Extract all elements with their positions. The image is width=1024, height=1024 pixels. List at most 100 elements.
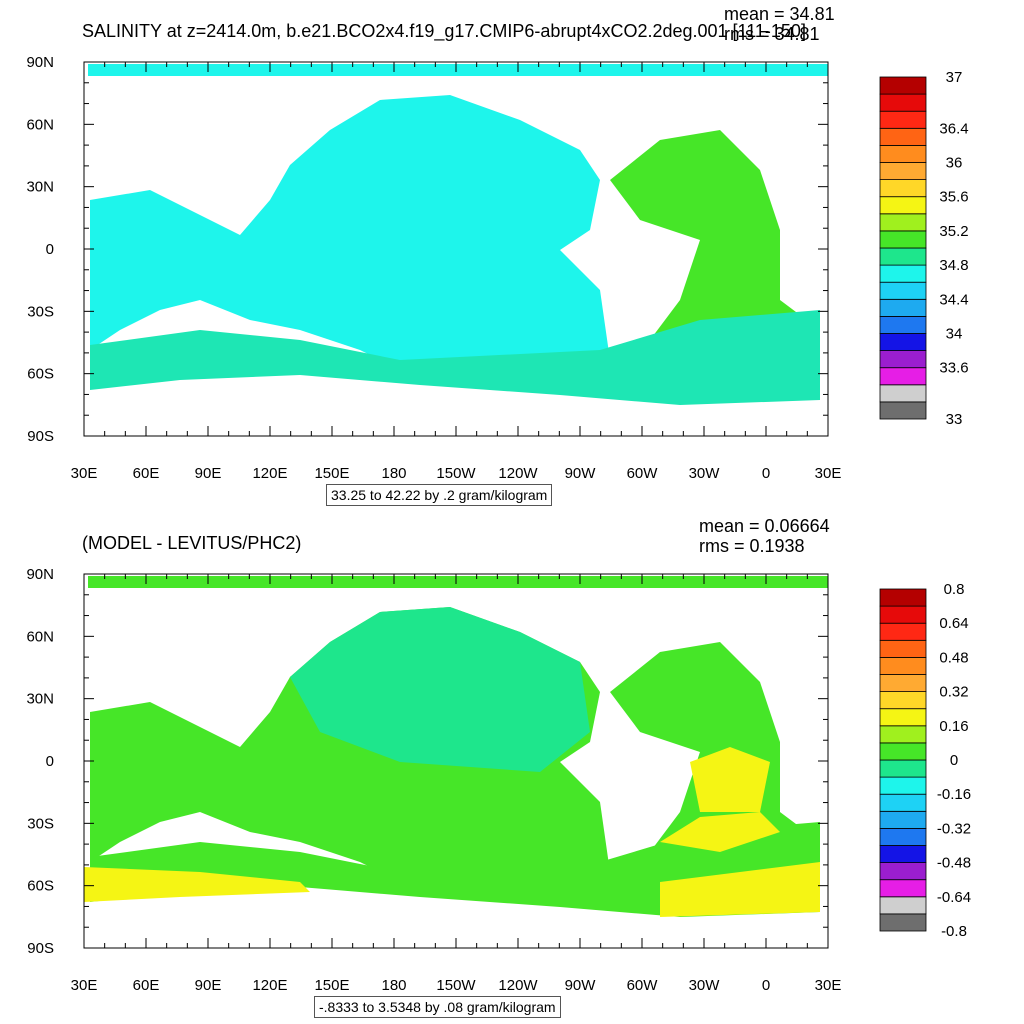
colorbar-swatch: [879, 76, 927, 95]
x-tick-label: 0: [762, 977, 770, 994]
chart-title: SALINITY at z=2414.0m, b.e21.BCO2x4.f19_…: [82, 21, 806, 41]
colorbar-label: -0.48: [937, 855, 971, 872]
ocean-field-west: [90, 95, 610, 420]
colorbar-swatch: [879, 298, 927, 317]
colorbar-label: 36.4: [939, 120, 968, 137]
x-tick-label: 150W: [436, 465, 476, 482]
y-tick-label: 30S: [27, 303, 54, 320]
colorbar-swatch: [879, 827, 927, 846]
colorbar-swatch: [879, 708, 927, 727]
ocean-field-positive-anomaly: [84, 747, 820, 917]
colorbar-swatch: [879, 384, 927, 403]
x-tick-label: 30E: [815, 977, 842, 994]
x-tick-label: 30E: [71, 977, 98, 994]
y-tick-label: 30N: [26, 179, 54, 196]
x-tick-label: 150E: [314, 977, 349, 994]
colorbar-swatch: [879, 127, 927, 146]
colorbar-swatch: [879, 605, 927, 624]
x-tick-label: 60W: [627, 465, 659, 482]
colorbar-swatch: [879, 315, 927, 334]
colorbar-swatch: [879, 213, 927, 232]
x-tick-label: 90W: [565, 977, 597, 994]
y-tick-label: 60S: [27, 366, 54, 383]
y-tick-label: 0: [46, 753, 54, 770]
colorbar-swatch: [879, 845, 927, 864]
y-tick-label: 90N: [26, 54, 54, 71]
difference-map: 30E 60E 90E 120E 150E 180 150W 120W 90W 60W 30W 0 30…: [26, 566, 971, 994]
colorbar-swatch: [879, 350, 927, 369]
mean-label: mean = 34.81: [724, 4, 835, 24]
colorbar-swatch: [879, 879, 927, 898]
colorbar-label: 34.4: [939, 291, 968, 308]
salinity-map: 30E 60E 90E 120E 150E 180 150W 120W 90W 60W 30W 0 30…: [26, 54, 968, 482]
colorbar-swatch: [879, 179, 927, 198]
y-tick-label: 60N: [26, 116, 54, 133]
colorbar-swatch: [879, 281, 927, 300]
mean-label: mean = 0.06664: [699, 516, 830, 536]
x-tick-label: 120W: [498, 977, 538, 994]
salinity-panel: SALINITY at z=2414.0m, b.e21.BCO2x4.f19_…: [26, 4, 969, 506]
y-tick-label: 0: [46, 241, 54, 258]
colorbar-swatch: [879, 247, 927, 266]
colorbar-swatch: [879, 896, 927, 915]
colorbar-label: 35.6: [939, 189, 968, 206]
ocean-field-arctic: [88, 64, 828, 76]
colorbar-label: 0.64: [939, 615, 968, 632]
colorbar-label: 0.32: [939, 684, 968, 701]
colorbar-label: 35.2: [939, 223, 968, 240]
difference-panel: (MODEL - LEVITUS/PHC2) mean = 0.06664 rm…: [0, 512, 1024, 1024]
x-tick-label: 30W: [689, 977, 721, 994]
colorbar-swatch: [879, 93, 927, 112]
ocean-field-arctic: [88, 576, 828, 588]
rms-label: rms = 0.1938: [699, 536, 805, 556]
colorbar-swatch: [879, 230, 927, 249]
colorbar-swatch: [879, 862, 927, 881]
colorbar-swatch: [879, 162, 927, 181]
x-tick-label: 150E: [314, 465, 349, 482]
colorbar-swatch: [879, 144, 927, 163]
colorbar-swatch: [879, 588, 927, 607]
x-tick-label: 0: [762, 465, 770, 482]
colorbar-swatch: [879, 110, 927, 129]
x-tick-label: 90W: [565, 465, 597, 482]
colorbar-swatch: [879, 725, 927, 744]
colorbar-swatch: [879, 367, 927, 386]
x-tick-label: 150W: [436, 977, 476, 994]
colorbar-label: 33: [946, 411, 963, 428]
ocean-field-north-pacific: [290, 607, 590, 772]
x-tick-label: 60W: [627, 977, 659, 994]
y-tick-label: 30N: [26, 691, 54, 708]
x-tick-label: 90E: [195, 977, 222, 994]
x-tick-label: 30E: [815, 465, 842, 482]
colorbar-swatch: [879, 776, 927, 795]
y-tick-label: 60N: [26, 628, 54, 645]
y-tick-label: 90N: [26, 566, 54, 583]
colorbar-label: -0.16: [937, 786, 971, 803]
x-tick-label: 120E: [252, 465, 287, 482]
colorbar-swatch: [879, 264, 927, 283]
ocean-field-southern: [90, 310, 820, 405]
contour-info-box: -.8333 to 3.5348 by .08 gram/kilogram: [314, 996, 561, 1018]
colorbar-swatch: [879, 691, 927, 710]
colorbar-swatch: [879, 810, 927, 829]
ocean-field-southern: [90, 822, 820, 917]
rms-label: rms = 34.81: [724, 24, 820, 44]
colorbar-label: 33.6: [939, 360, 968, 377]
y-tick-label: 90S: [27, 940, 54, 957]
colorbar-label: -0.32: [937, 820, 971, 837]
colorbar-label: 0: [950, 752, 958, 769]
colorbar-swatch: [879, 333, 927, 352]
colorbar-swatch: [879, 639, 927, 658]
colorbar-label: 36: [946, 155, 963, 172]
x-tick-label: 180: [381, 465, 406, 482]
x-tick-label: 180: [381, 977, 406, 994]
colorbar-swatch: [879, 656, 927, 675]
colorbar-swatch: [879, 759, 927, 778]
x-tick-label: 120E: [252, 977, 287, 994]
colorbar-label: -0.64: [937, 889, 971, 906]
x-tick-label: 120W: [498, 465, 538, 482]
colorbar-swatch: [879, 674, 927, 693]
colorbar-label: 34.8: [939, 257, 968, 274]
x-tick-label: 90E: [195, 465, 222, 482]
colorbar-label: 34: [946, 326, 963, 343]
